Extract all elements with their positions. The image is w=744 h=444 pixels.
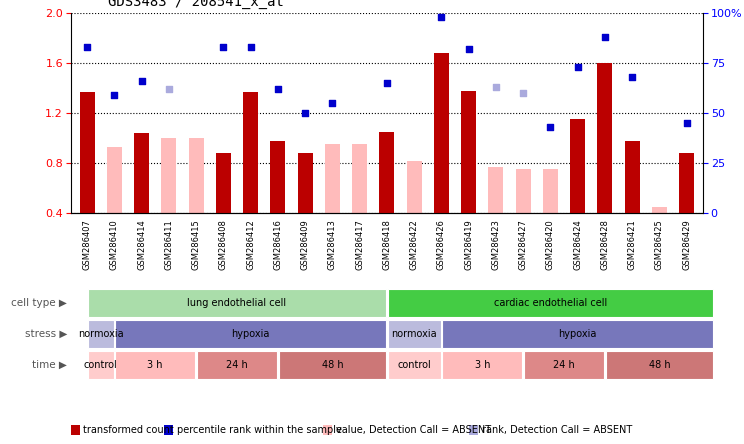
Bar [216,153,231,213]
Bar [243,92,258,213]
Point [681,119,693,127]
Point [545,124,557,131]
Point [463,46,475,53]
Bar [516,170,530,213]
Point [490,84,502,91]
Point [81,44,93,51]
Bar [161,138,176,213]
Text: cardiac endothelial cell: cardiac endothelial cell [494,298,607,308]
Text: hypoxia: hypoxia [559,329,597,339]
Bar [488,167,504,213]
Text: normoxia: normoxia [78,329,124,339]
Point [163,86,175,93]
Point [626,74,638,81]
Point [517,90,529,97]
Point [245,44,257,51]
Bar [134,133,149,213]
Text: transformed count: transformed count [83,425,174,435]
Bar [407,161,422,213]
Text: 24 h: 24 h [554,360,575,370]
Bar [188,138,204,213]
Text: rank, Detection Call = ABSENT: rank, Detection Call = ABSENT [482,425,632,435]
Point [435,14,447,21]
Text: control: control [84,360,118,370]
Point [272,86,283,93]
Bar [352,144,367,213]
Bar [325,144,340,213]
Text: 3 h: 3 h [475,360,490,370]
Point [381,80,393,87]
Text: GDS3483 / 208541_x_at: GDS3483 / 208541_x_at [108,0,283,9]
Text: value, Detection Call = ABSENT: value, Detection Call = ABSENT [336,425,491,435]
Text: 3 h: 3 h [147,360,163,370]
Bar [107,147,122,213]
Point [571,64,583,71]
Bar [270,141,286,213]
Text: stress ▶: stress ▶ [25,329,67,339]
Text: control: control [397,360,431,370]
Bar [434,53,449,213]
Point [299,110,311,117]
Text: normoxia: normoxia [391,329,437,339]
Text: hypoxia: hypoxia [231,329,270,339]
Text: 48 h: 48 h [649,360,670,370]
Bar [298,153,312,213]
Bar [625,141,640,213]
Bar [543,170,558,213]
Text: 48 h: 48 h [321,360,343,370]
Bar [379,132,394,213]
Point [135,78,147,85]
Point [599,34,611,41]
Text: lung endothelial cell: lung endothelial cell [187,298,286,308]
Bar [652,207,667,213]
Bar [461,91,476,213]
Bar [597,63,612,213]
Text: percentile rank within the sample: percentile rank within the sample [177,425,341,435]
Text: 24 h: 24 h [226,360,248,370]
Point [217,44,229,51]
Bar [679,153,694,213]
Point [109,92,121,99]
Bar [80,92,94,213]
Text: cell type ▶: cell type ▶ [11,298,67,308]
Text: time ▶: time ▶ [32,360,67,370]
Point [327,99,339,107]
Bar [570,119,586,213]
